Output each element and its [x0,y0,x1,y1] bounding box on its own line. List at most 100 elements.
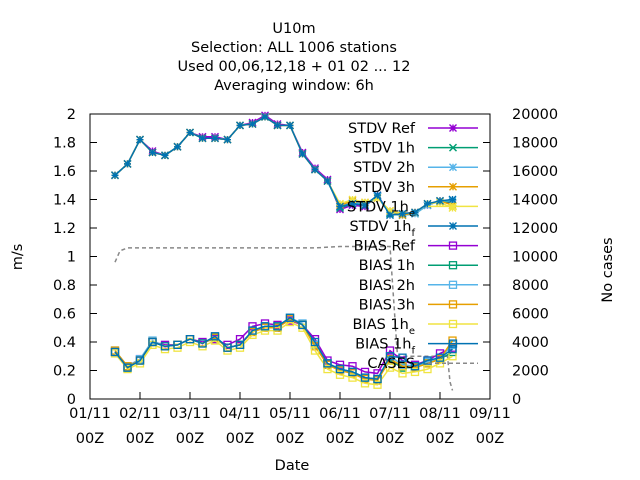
y2-tick-label: 12000 [512,221,558,237]
legend-label: BIAS Ref [354,239,416,255]
data-point [123,363,132,372]
y2-tick-label: 8000 [512,278,549,294]
legend-marker [448,261,458,270]
data-point [361,201,369,210]
plot-frame [89,113,491,400]
y-tick-label: 0 [67,392,76,408]
x-tick-label-date: 07/11 [369,406,411,422]
data-point [198,339,207,348]
chart-title: U10m [272,21,315,37]
legend-label: BIAS 1h [359,258,415,274]
data-point [186,128,194,137]
data-point [248,119,257,128]
legend-entry: STDV 3h [353,180,478,196]
y-tick-label: 2 [67,107,76,123]
data-point [273,326,282,335]
x-tick-label-hour: 00Z [126,431,154,447]
x-tick-label-date: 03/11 [169,406,211,422]
y-tick-label: 0.8 [53,278,76,294]
data-point [410,367,420,377]
plot-border [89,113,491,400]
data-point [398,353,407,362]
y-tick-label: 1.8 [53,136,76,152]
data-point [235,340,245,350]
data-point [185,334,195,344]
data-point [423,356,432,365]
legend-entry: BIAS 3h [359,297,478,313]
data-point [223,343,232,352]
chart-subtitle-selection: Selection: ALL 1006 stations [191,40,397,56]
legend-label: STDV 2h [353,160,415,176]
chart-subtitle-used: Used 00,06,12,18 + 01 02 ... 12 [178,59,411,75]
legend-marker [449,182,457,191]
series-layer [110,111,457,391]
data-point [360,373,370,382]
legend-marker [448,241,458,250]
x-tick-label-date: 09/11 [469,406,511,422]
legend-marker [448,319,458,329]
legend-entry: STDV 1h [353,141,478,157]
data-point [148,337,157,347]
y-tick-label: 1.6 [53,164,76,180]
data-point [398,369,407,378]
legend-entry: STDV 2h [353,160,478,176]
data-point [135,356,145,365]
legend-entry: CASES [367,356,478,372]
x-tick-label-hour: 00Z [176,431,204,447]
y-tick-label: 0.6 [53,307,76,323]
y-tick-label: 1.4 [53,193,76,209]
data-point [386,211,394,220]
legend-label: BIAS 1he [352,317,415,337]
y-tick-label: 1 [67,250,76,266]
data-point [323,364,332,374]
data-point [411,208,419,217]
data-point [235,334,245,344]
y2-tick-label: 2000 [512,364,549,380]
series-line [114,116,453,216]
axis-ticks: 0 0.2 0.4 0.6 0.8 1 1.2 1.4 1.6 1.8 2 0 2000 4000 6000… [53,107,558,447]
data-point [173,340,182,350]
data-point [348,199,357,208]
x-tick-label-hour: 00Z [76,431,104,447]
legend-marker [448,143,458,152]
data-point [335,364,345,374]
data-point [273,121,282,130]
data-point [336,202,344,211]
legend-label: STDV 1hf [350,219,416,239]
legend: STDV Ref STDV 1h STDV 2h STDV 3h STDV 1heSTD… [347,121,478,372]
chart-title-block: U10m Selection: ALL 1006 stations Used 0… [178,21,411,94]
y2-axis-label: No cases [600,237,616,302]
data-point [311,165,319,174]
series-stdv-1h-f [111,112,457,220]
data-point [310,346,320,355]
data-point [385,363,395,372]
legend-label: STDV Ref [348,121,416,137]
x-tick-label-date: 05/11 [269,406,311,422]
legend-marker [448,300,458,309]
x-tick-label-date: 04/11 [219,406,261,422]
legend-label: BIAS 1hf [355,337,415,357]
data-point [423,199,432,208]
y2-tick-label: 20000 [512,107,558,123]
y2-tick-label: 6000 [512,307,549,323]
data-point [111,171,119,180]
legend-entry: BIAS 1hf [355,337,478,357]
chart-subtitle-window: Averaging window: 6h [214,78,374,94]
x-tick-label-hour: 00Z [326,431,354,447]
y-tick-label: 1.2 [53,221,76,237]
data-point [248,326,257,335]
data-point [348,373,357,382]
legend-entry: BIAS 1h [359,258,478,274]
data-point [386,206,394,215]
y2-tick-label: 0 [512,392,521,408]
x-tick-label-hour: 00Z [426,431,454,447]
data-point [323,176,332,185]
y-tick-label: 0.4 [53,335,76,351]
data-point [110,347,120,357]
legend-label: STDV 3h [353,180,415,196]
data-point [210,332,220,341]
data-point [398,209,407,218]
legend-marker [449,202,457,211]
data-point [348,367,357,377]
data-point [360,379,370,388]
